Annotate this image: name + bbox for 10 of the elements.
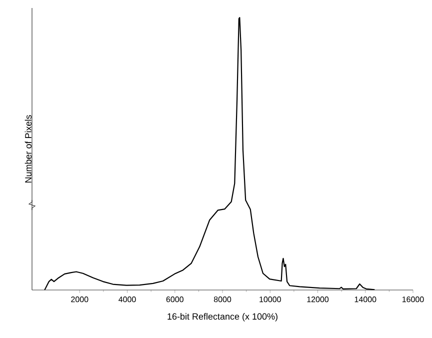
x-tick-label: 8000 xyxy=(214,296,232,302)
y-axis-title: Number of Pixels xyxy=(24,115,32,183)
x-tick-label: 16000 xyxy=(402,296,424,302)
x-tick-label: 10000 xyxy=(260,296,281,302)
x-tick-label: 2000 xyxy=(71,296,88,302)
x-axis-title: 16-bit Reflectance (x 100%) xyxy=(168,313,278,322)
x-tick-label: 14000 xyxy=(354,296,376,302)
x-tick-label: 6000 xyxy=(166,296,184,302)
x-tick-label: 12000 xyxy=(307,296,329,302)
x-tick-label: 4000 xyxy=(118,296,136,302)
